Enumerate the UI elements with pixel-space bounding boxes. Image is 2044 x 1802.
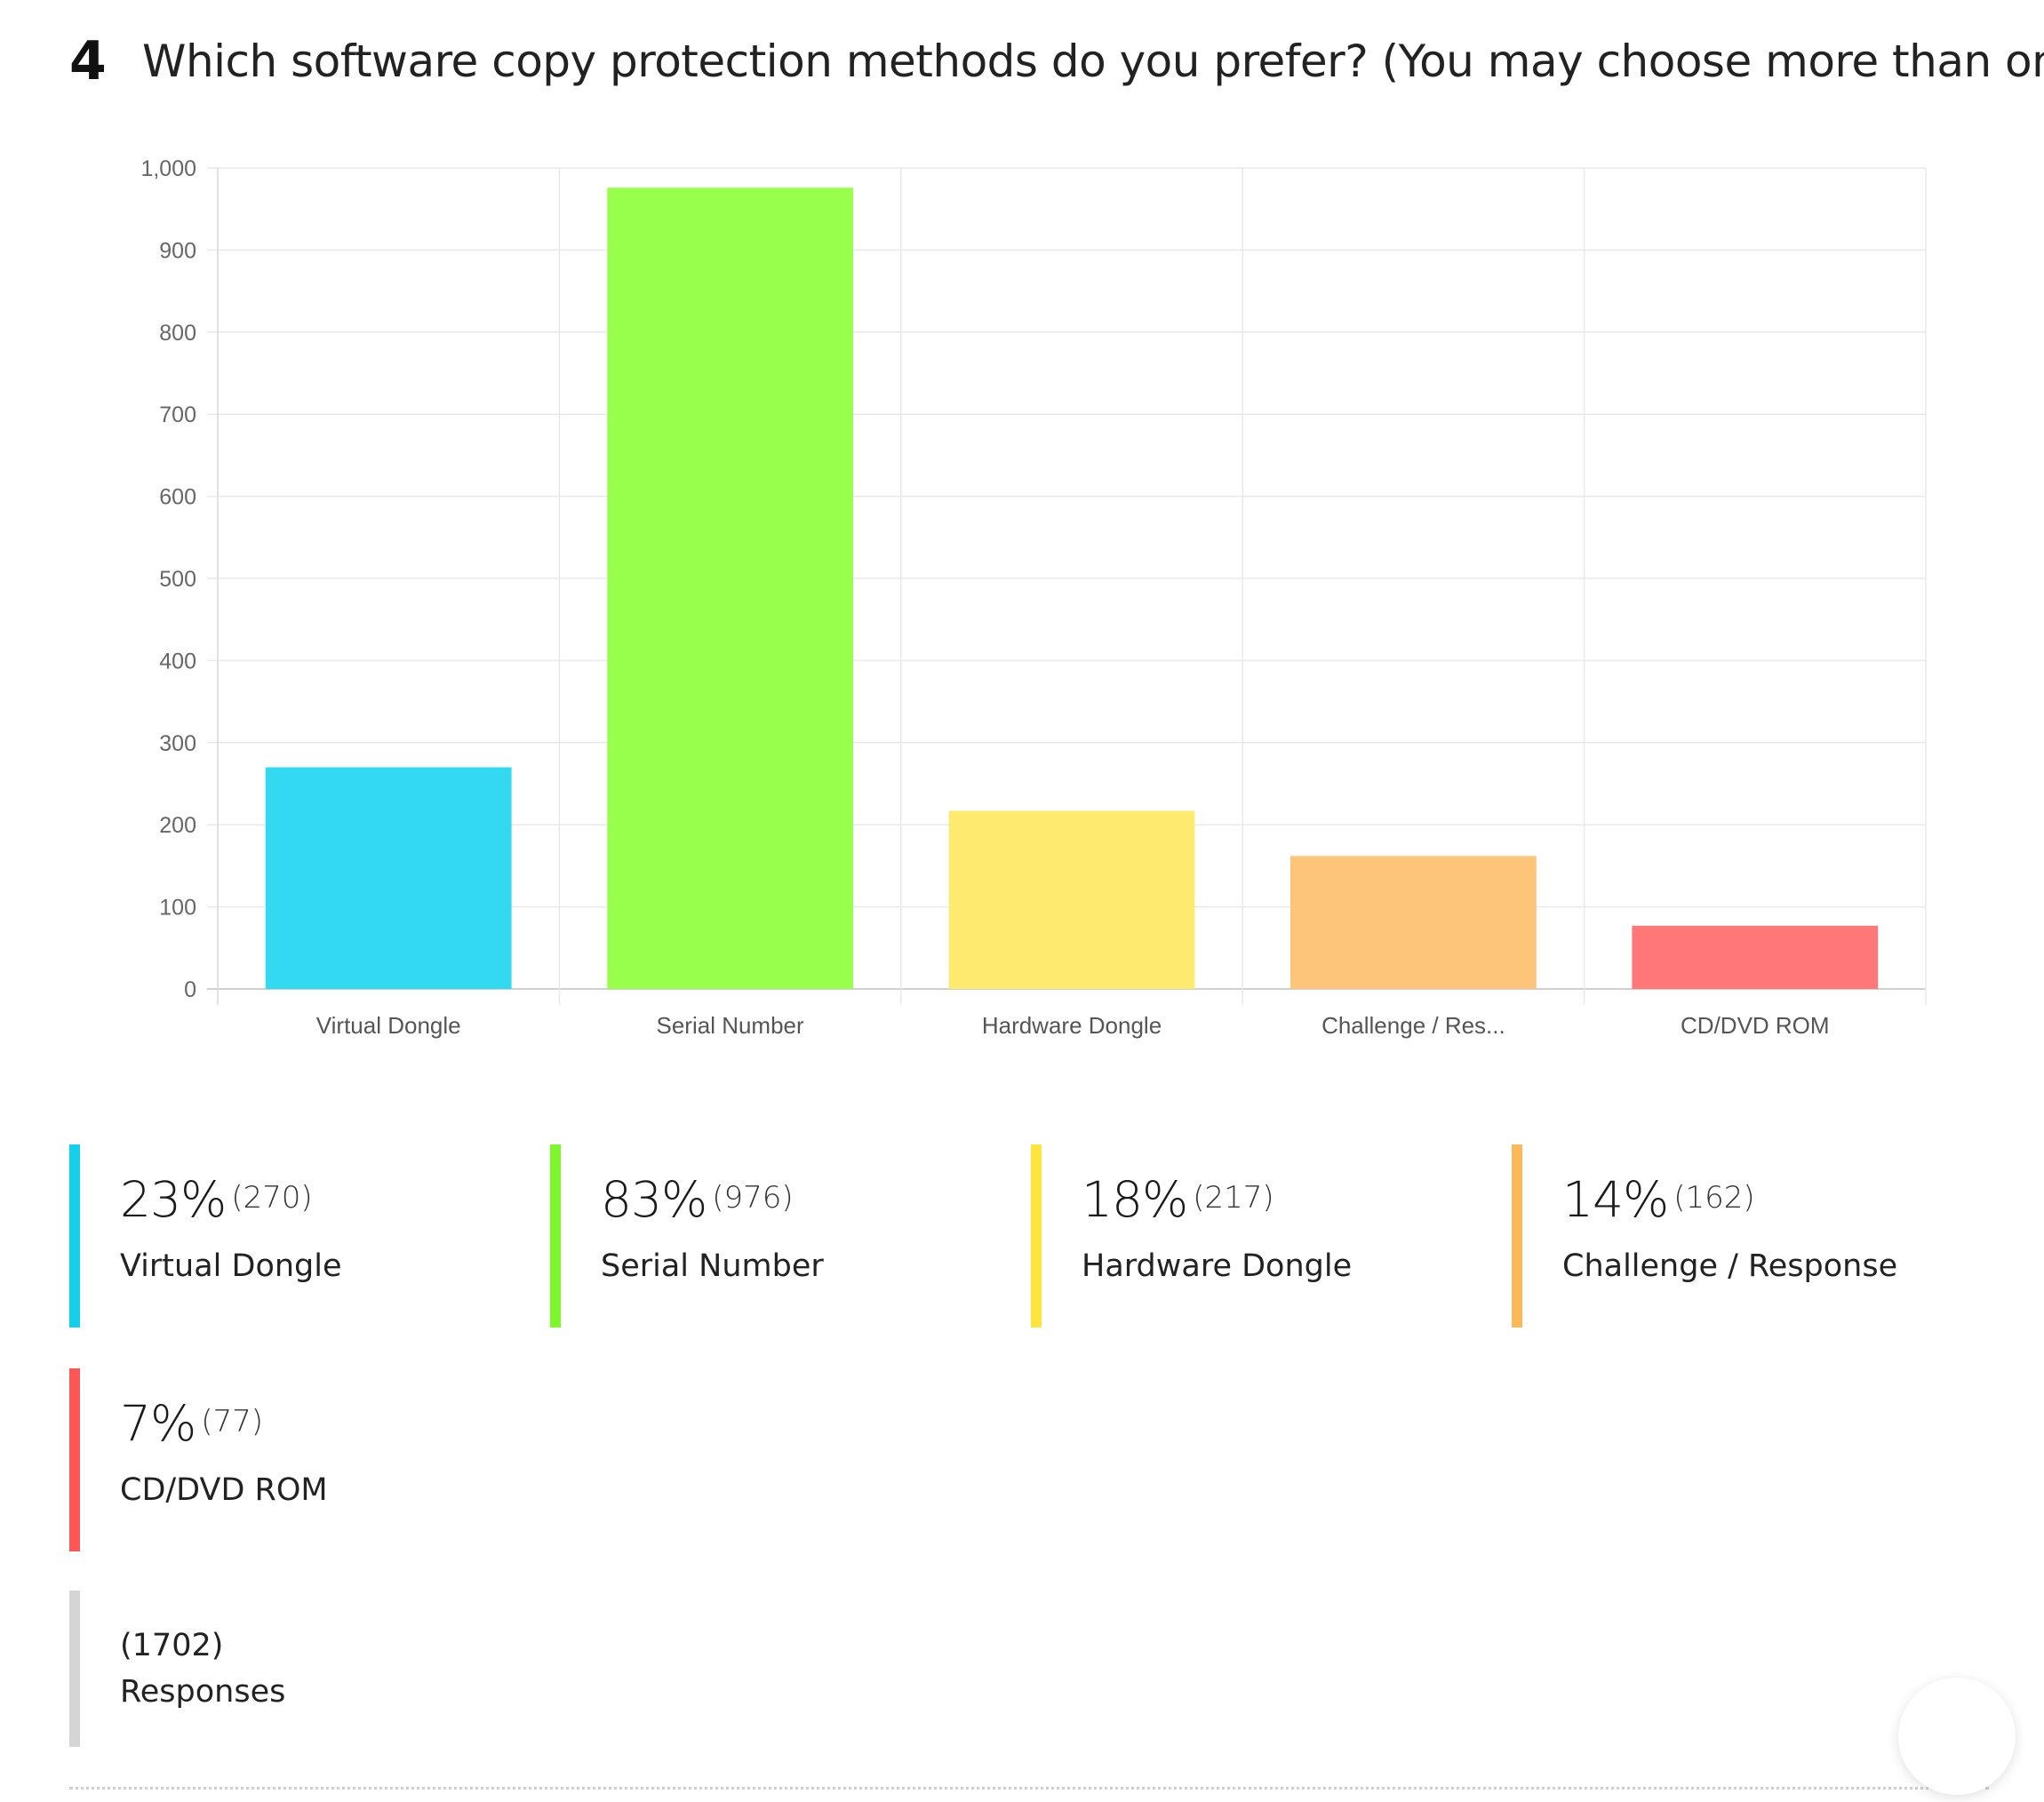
x-tick-label: Challenge / Res...: [1321, 1012, 1505, 1039]
legend-color-bar: [1512, 1144, 1522, 1328]
legend-count: (77): [201, 1404, 264, 1439]
floating-action-button[interactable]: [1898, 1678, 2016, 1795]
bar: [948, 810, 1195, 989]
bar: [265, 767, 512, 989]
legend-color-bar: [69, 1368, 80, 1551]
legend-count: (270): [231, 1180, 313, 1216]
legend-percent: 14% (162): [1562, 1171, 1755, 1228]
legend-percent: 7% (77): [120, 1395, 263, 1452]
y-tick-label: 100: [159, 896, 196, 921]
question-title: Which software copy protection methods d…: [142, 36, 2044, 87]
responses-count: (1702): [120, 1628, 224, 1663]
y-tick-label: 600: [159, 485, 196, 510]
y-tick-label: 0: [184, 977, 196, 1002]
y-tick-label: 500: [159, 567, 196, 592]
legend-percent: 18% (217): [1082, 1171, 1274, 1228]
bar: [607, 187, 853, 989]
question-number: 4: [69, 30, 107, 92]
bar: [1632, 925, 1879, 989]
legend-label: Serial Number: [601, 1248, 824, 1284]
y-tick-label: 300: [159, 731, 196, 756]
x-tick-label: CD/DVD ROM: [1681, 1012, 1830, 1039]
responses-color-bar: [69, 1591, 80, 1747]
y-tick-label: 1,000: [140, 156, 196, 181]
question-header: 4 Which software copy protection methods…: [69, 21, 2044, 101]
legend-count: (162): [1673, 1180, 1755, 1216]
legend-label: CD/DVD ROM: [120, 1472, 328, 1508]
legend-count: (217): [1193, 1180, 1274, 1216]
legend-percent-value: 83%: [601, 1171, 707, 1228]
legend-color-bar: [550, 1144, 561, 1328]
y-tick-label: 800: [159, 321, 196, 346]
legend-color-bar: [69, 1144, 80, 1328]
legend-label: Hardware Dongle: [1082, 1248, 1353, 1284]
bar-chart: 0 100 200 300 400 500 600 700 800 900 1,000 Virtual…: [140, 156, 1927, 1039]
responses-label: Responses: [120, 1674, 286, 1710]
legend-percent: 23% (270): [120, 1171, 313, 1228]
legend-color-bar: [1031, 1144, 1042, 1328]
y-tick-label: 400: [159, 649, 196, 674]
bar: [1290, 856, 1537, 989]
section-divider: [69, 1787, 1989, 1790]
x-tick-label: Hardware Dongle: [982, 1012, 1162, 1039]
y-tick-label: 200: [159, 813, 196, 838]
legend-label: Challenge / Response: [1562, 1248, 1898, 1284]
legend-percent: 83% (976): [601, 1171, 794, 1228]
legend-percent-value: 14%: [1562, 1171, 1669, 1228]
legend-percent-value: 7%: [120, 1395, 196, 1452]
x-tick-label: Serial Number: [657, 1012, 805, 1039]
legend-percent-value: 23%: [120, 1171, 227, 1228]
y-tick-label: 900: [159, 238, 196, 263]
legend-count: (976): [712, 1180, 794, 1216]
legend-percent-value: 18%: [1082, 1171, 1188, 1228]
x-tick-label: Virtual Dongle: [316, 1012, 461, 1039]
y-tick-label: 700: [159, 403, 196, 427]
legend-label: Virtual Dongle: [120, 1248, 342, 1284]
